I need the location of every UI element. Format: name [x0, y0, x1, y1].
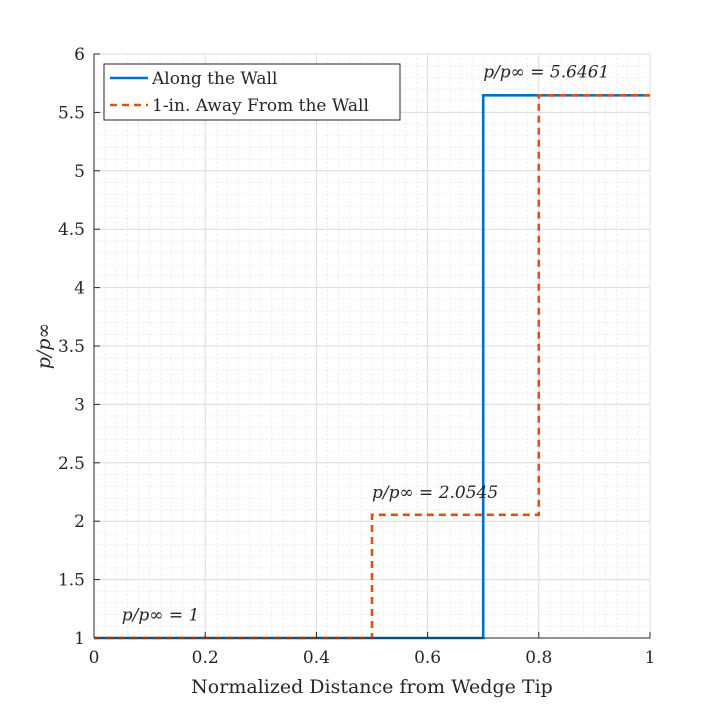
legend-label: 1-in. Away From the Wall: [152, 96, 369, 116]
y-tick-label: 5: [74, 162, 85, 182]
y-tick-label: 2.5: [58, 454, 85, 474]
y-tick-label: 4: [74, 279, 85, 299]
annotation-label: p/p∞ = 2.0545: [372, 483, 498, 503]
tick-label-layer: 0 0.2 0.4 0.6 0.8 1 1 1.5 2 2.5 3 3.5 4 4.5 5 5.5 6: [58, 45, 655, 668]
x-tick-label: 1: [645, 648, 656, 668]
y-tick-label: 3: [74, 395, 85, 415]
y-tick-label: 1.5: [58, 571, 85, 591]
y-axis-title: p/p∞: [33, 323, 55, 370]
annotation-layer: p/p∞ = 1 p/p∞ = 2.0545 p/p∞ = 5.6461: [122, 62, 610, 625]
annotation-label: p/p∞ = 5.6461: [483, 62, 609, 82]
y-tick-label: 2: [74, 512, 85, 532]
y-tick-label: 5.5: [58, 103, 85, 123]
x-tick-label: 0.4: [303, 648, 330, 668]
x-tick-label: 0.8: [525, 648, 552, 668]
x-tick-label: 0.6: [414, 648, 441, 668]
annotation-label: p/p∞ = 1: [122, 605, 200, 625]
y-tick-label: 4.5: [58, 220, 85, 240]
y-tick-label: 1: [74, 629, 85, 649]
y-tick-label: 6: [74, 45, 85, 65]
axes-layer: [93, 53, 651, 639]
x-tick-label: 0.2: [192, 648, 219, 668]
x-axis-title: Normalized Distance from Wedge Tip: [191, 676, 553, 698]
legend-label: Along the Wall: [151, 69, 277, 89]
legend-box: [103, 63, 401, 121]
x-tick-label: 0: [89, 648, 100, 668]
y-tick-label: 3.5: [58, 337, 85, 357]
legend: Along the Wall 1-in. Away From the Wall: [103, 63, 401, 121]
